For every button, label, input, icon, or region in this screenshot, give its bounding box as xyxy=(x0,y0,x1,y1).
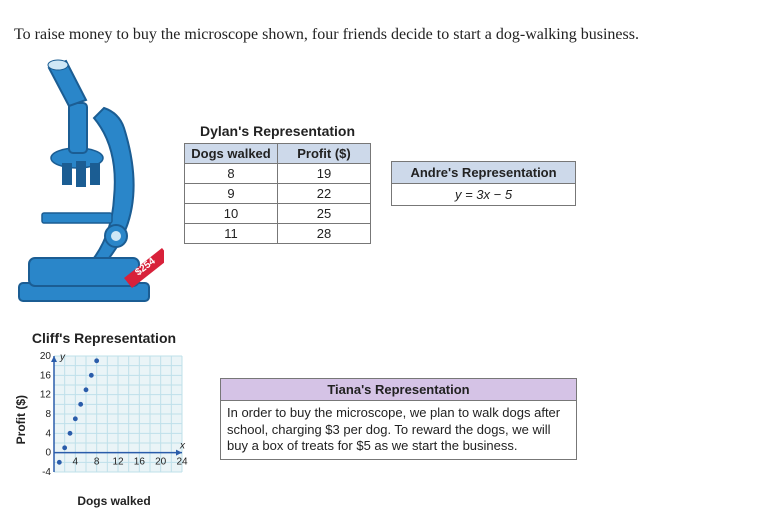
intro-text: To raise money to buy the microscope sho… xyxy=(14,26,743,44)
svg-text:16: 16 xyxy=(134,457,146,468)
tiana-title: Tiana's Representation xyxy=(221,379,576,401)
table-row: 1025 xyxy=(185,203,371,223)
andre-representation: Andre's Representation y = 3x − 5 xyxy=(391,161,576,206)
svg-text:-4: -4 xyxy=(42,467,51,478)
dylan-col2: Profit ($) xyxy=(278,143,371,163)
svg-text:12: 12 xyxy=(40,390,52,401)
cliff-ylabel: Profit ($) xyxy=(14,395,28,444)
row-top: $254 Dylan's Representation Dogs walkedP… xyxy=(14,58,743,308)
svg-text:4: 4 xyxy=(45,428,51,439)
svg-text:x: x xyxy=(179,441,186,452)
cliff-title: Cliff's Representation xyxy=(14,330,194,346)
dylan-col1: Dogs walked xyxy=(185,143,278,163)
svg-text:8: 8 xyxy=(94,457,100,468)
cliff-chart: -4 0 4 8 12 16 20 4 8 12 16 20 24 y x xyxy=(28,350,188,490)
svg-text:0: 0 xyxy=(45,448,51,459)
microscope-image: $254 xyxy=(14,58,164,308)
svg-text:20: 20 xyxy=(155,457,167,468)
dylan-title: Dylan's Representation xyxy=(184,123,371,139)
cliff-xlabel: Dogs walked xyxy=(14,494,194,508)
svg-text:24: 24 xyxy=(176,457,188,468)
andre-title: Andre's Representation xyxy=(392,162,575,184)
cliff-representation: Cliff's Representation Profit ($) -4 0 4 8 1… xyxy=(14,330,194,508)
svg-text:y: y xyxy=(59,352,66,363)
andre-equation: y = 3x − 5 xyxy=(392,184,575,205)
table-row: 1128 xyxy=(185,223,371,243)
svg-text:16: 16 xyxy=(40,370,52,381)
svg-text:4: 4 xyxy=(73,457,79,468)
dylan-representation: Dylan's Representation Dogs walkedProfit… xyxy=(184,123,371,244)
tiana-representation: Tiana's Representation In order to buy t… xyxy=(220,378,577,461)
svg-text:8: 8 xyxy=(45,409,51,420)
tiana-body: In order to buy the microscope, we plan … xyxy=(221,401,576,460)
svg-text:12: 12 xyxy=(112,457,124,468)
table-row: 819 xyxy=(185,163,371,183)
svg-text:20: 20 xyxy=(40,351,52,362)
table-row: 922 xyxy=(185,183,371,203)
dylan-table: Dogs walkedProfit ($) 819 922 1025 1128 xyxy=(184,143,371,244)
row-bottom: Cliff's Representation Profit ($) -4 0 4 8 1… xyxy=(14,330,743,508)
